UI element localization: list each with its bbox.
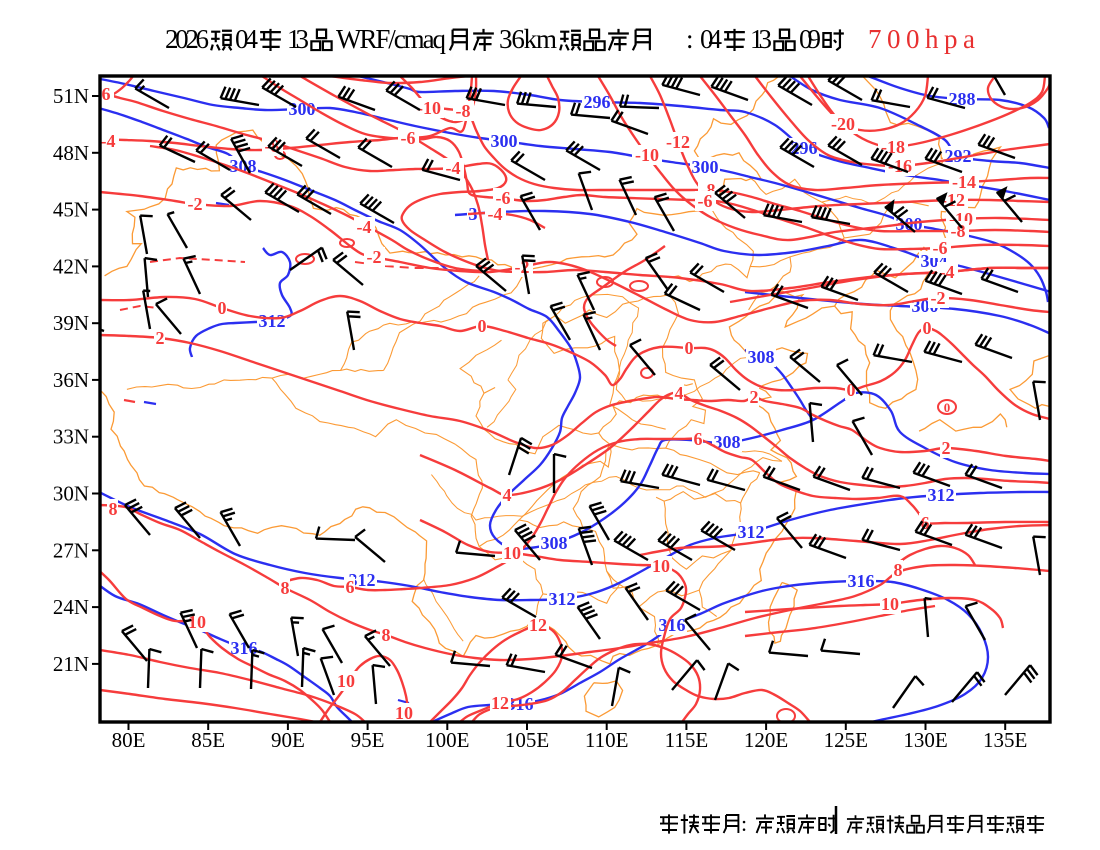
svg-text:-4: -4 <box>488 204 503 224</box>
svg-text:0: 0 <box>923 318 932 338</box>
svg-text:90E: 90E <box>271 728 305 752</box>
svg-text:24N: 24N <box>53 595 89 619</box>
svg-text:12: 12 <box>491 693 509 713</box>
svg-text:312: 312 <box>349 570 376 590</box>
svg-text:-14: -14 <box>952 172 976 192</box>
svg-text:8: 8 <box>109 499 118 519</box>
svg-text:45N: 45N <box>53 198 89 222</box>
svg-text:6: 6 <box>346 577 355 597</box>
svg-text:0: 0 <box>685 338 694 358</box>
svg-text::: : <box>741 811 747 836</box>
svg-text:-6: -6 <box>496 188 511 208</box>
svg-text:110E: 110E <box>585 728 629 752</box>
svg-text:-6: -6 <box>96 84 111 104</box>
svg-text:120E: 120E <box>744 728 788 752</box>
svg-text:04: 04 <box>235 24 259 54</box>
svg-text:12: 12 <box>529 615 547 635</box>
svg-text:-8: -8 <box>456 101 471 121</box>
svg-text:13: 13 <box>750 24 772 54</box>
svg-text:85E: 85E <box>191 728 225 752</box>
svg-text:8: 8 <box>382 625 391 645</box>
svg-text:300: 300 <box>692 157 719 177</box>
svg-text:80E: 80E <box>112 728 146 752</box>
svg-text:296: 296 <box>584 92 611 112</box>
svg-text:36N: 36N <box>53 368 89 392</box>
svg-text:8: 8 <box>894 560 903 580</box>
svg-text:292: 292 <box>945 146 972 166</box>
svg-text:-6: -6 <box>698 191 713 211</box>
svg-text:-6: -6 <box>933 238 948 258</box>
svg-text:30N: 30N <box>53 482 89 506</box>
svg-text:10: 10 <box>188 612 206 632</box>
svg-text:2: 2 <box>942 438 951 458</box>
svg-text:42N: 42N <box>53 254 89 278</box>
svg-text:100E: 100E <box>425 728 469 752</box>
svg-text:2: 2 <box>750 387 759 407</box>
svg-text:10: 10 <box>652 556 670 576</box>
svg-text:0: 0 <box>944 400 951 415</box>
svg-text:308: 308 <box>748 347 775 367</box>
svg-text:-10: -10 <box>417 98 441 118</box>
svg-text:-4: -4 <box>446 158 461 178</box>
svg-text:10: 10 <box>881 594 899 614</box>
svg-text:-20: -20 <box>831 114 855 134</box>
svg-text:10: 10 <box>503 543 521 563</box>
svg-text:-6: -6 <box>401 128 416 148</box>
svg-text:-2: -2 <box>367 247 382 267</box>
svg-text:-12: -12 <box>666 132 690 152</box>
svg-text:39N: 39N <box>53 311 89 335</box>
svg-text:10: 10 <box>395 703 413 723</box>
svg-text:21N: 21N <box>53 652 89 676</box>
svg-text:WRF/cmaq: WRF/cmaq <box>336 24 447 54</box>
svg-text:-2: -2 <box>931 288 946 308</box>
svg-text:105E: 105E <box>505 728 549 752</box>
svg-text:4: 4 <box>503 485 512 505</box>
svg-text:-2: -2 <box>188 194 203 214</box>
svg-text:115E: 115E <box>665 728 709 752</box>
svg-text:36km: 36km <box>499 24 557 54</box>
svg-text:312: 312 <box>738 522 765 542</box>
svg-text:09: 09 <box>799 24 821 54</box>
svg-text:125E: 125E <box>824 728 868 752</box>
svg-text:95E: 95E <box>351 728 385 752</box>
svg-text:312: 312 <box>259 311 286 331</box>
svg-text:48N: 48N <box>53 141 89 165</box>
svg-text:312: 312 <box>928 485 955 505</box>
svg-text:33N: 33N <box>53 425 89 449</box>
svg-text:-4: -4 <box>357 217 372 237</box>
svg-text:13: 13 <box>287 24 309 54</box>
svg-text:10: 10 <box>337 671 355 691</box>
svg-text:6: 6 <box>694 429 703 449</box>
svg-text::: : <box>686 24 694 54</box>
svg-text:51N: 51N <box>53 84 89 108</box>
svg-text:288: 288 <box>949 89 976 109</box>
svg-text:2: 2 <box>156 328 165 348</box>
svg-text:-4: -4 <box>101 131 116 151</box>
svg-text:4: 4 <box>675 383 684 403</box>
svg-text:27N: 27N <box>53 538 89 562</box>
svg-text:308: 308 <box>714 432 741 452</box>
svg-text:0: 0 <box>478 316 487 336</box>
svg-text:0: 0 <box>847 380 856 400</box>
svg-text:0: 0 <box>218 298 227 318</box>
svg-text:2026: 2026 <box>165 24 209 54</box>
svg-text:308: 308 <box>541 533 568 553</box>
svg-text:04: 04 <box>700 24 723 54</box>
svg-text:6: 6 <box>921 513 930 533</box>
svg-text:300: 300 <box>491 131 518 151</box>
svg-text:135E: 135E <box>983 728 1027 752</box>
svg-text:130E: 130E <box>903 728 947 752</box>
svg-text:-10: -10 <box>635 145 659 165</box>
svg-text:312: 312 <box>549 589 576 609</box>
svg-text:8: 8 <box>281 578 290 598</box>
svg-text:316: 316 <box>848 571 875 591</box>
svg-text:316: 316 <box>231 638 258 658</box>
